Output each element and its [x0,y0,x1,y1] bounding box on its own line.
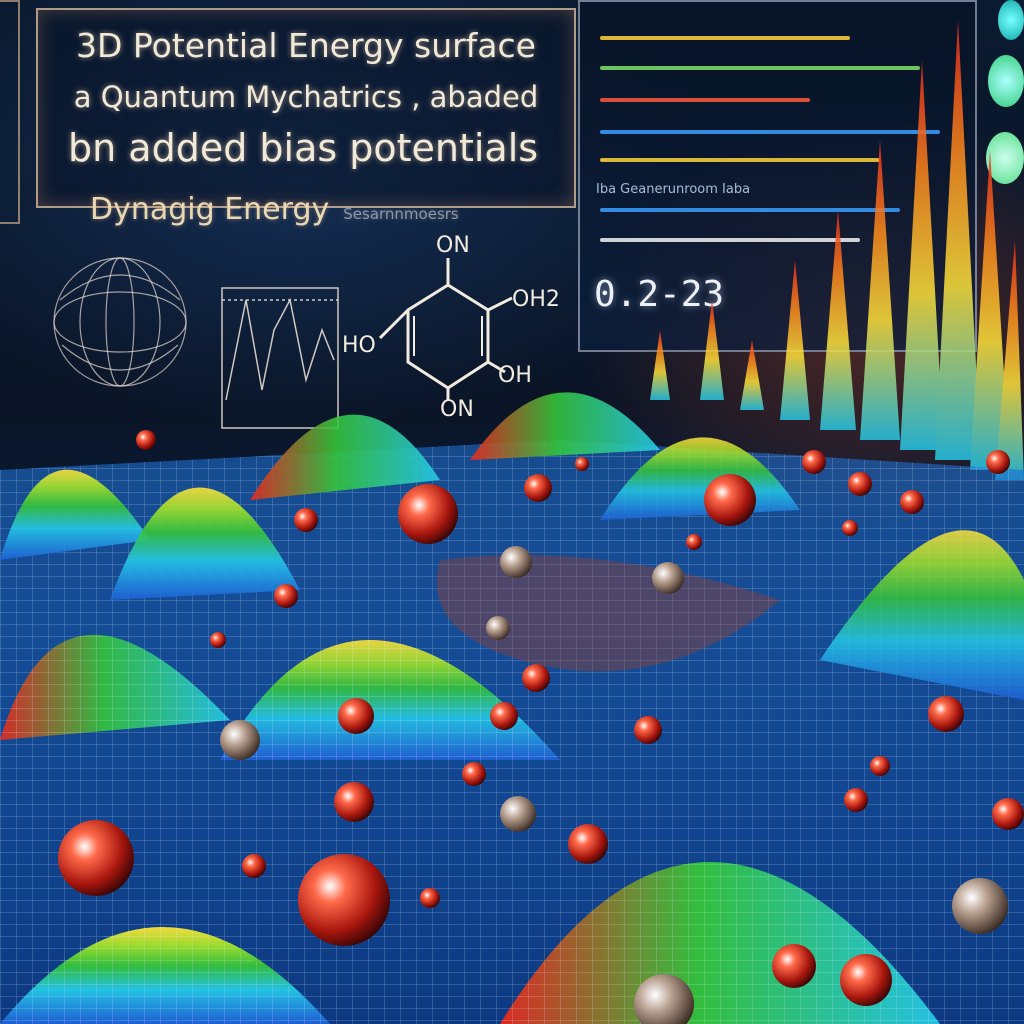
energy-peaks [0,392,1024,1024]
title-line-3: bn added bias potentials [68,126,539,170]
molecule-structure [378,258,513,400]
left-frame [0,0,20,224]
mol-label-bottom: ON [440,397,474,422]
data-line [600,208,900,212]
title-panel: 3D Potential Energy surface a Quantum My… [36,8,576,208]
data-panel-label: Iba Geanerunroom Iaba [596,182,751,197]
title-line-2: a Quantum Mychatrics , abaded [73,80,539,114]
mol-label-lower-right: OH [498,363,532,388]
data-line [600,98,810,102]
data-line [600,238,860,242]
spectrum-spikes [650,20,1024,480]
sub-heading: Dynagig Energy Sesarnnmoesrs [90,192,459,227]
particles [58,430,1024,1024]
sub-heading-faint: Sesarnnmoesrs [343,205,459,223]
mol-label-left: HO [342,333,376,358]
data-line [600,36,850,40]
sub-heading-text: Dynagig Energy [90,192,330,227]
title-line-1: 3D Potential Energy surface [76,26,536,65]
wire-sphere [53,257,187,387]
glow-orb [986,132,1024,184]
glow-orb [988,55,1024,107]
mol-label-top: ON [436,233,470,258]
mol-label-right: OH2 [512,287,560,312]
data-line [600,66,920,70]
readout-value: 0.2-23 [594,274,725,315]
data-line [600,158,880,162]
mini-plot [221,287,339,429]
data-line [600,130,940,134]
glow-orb [998,0,1024,40]
